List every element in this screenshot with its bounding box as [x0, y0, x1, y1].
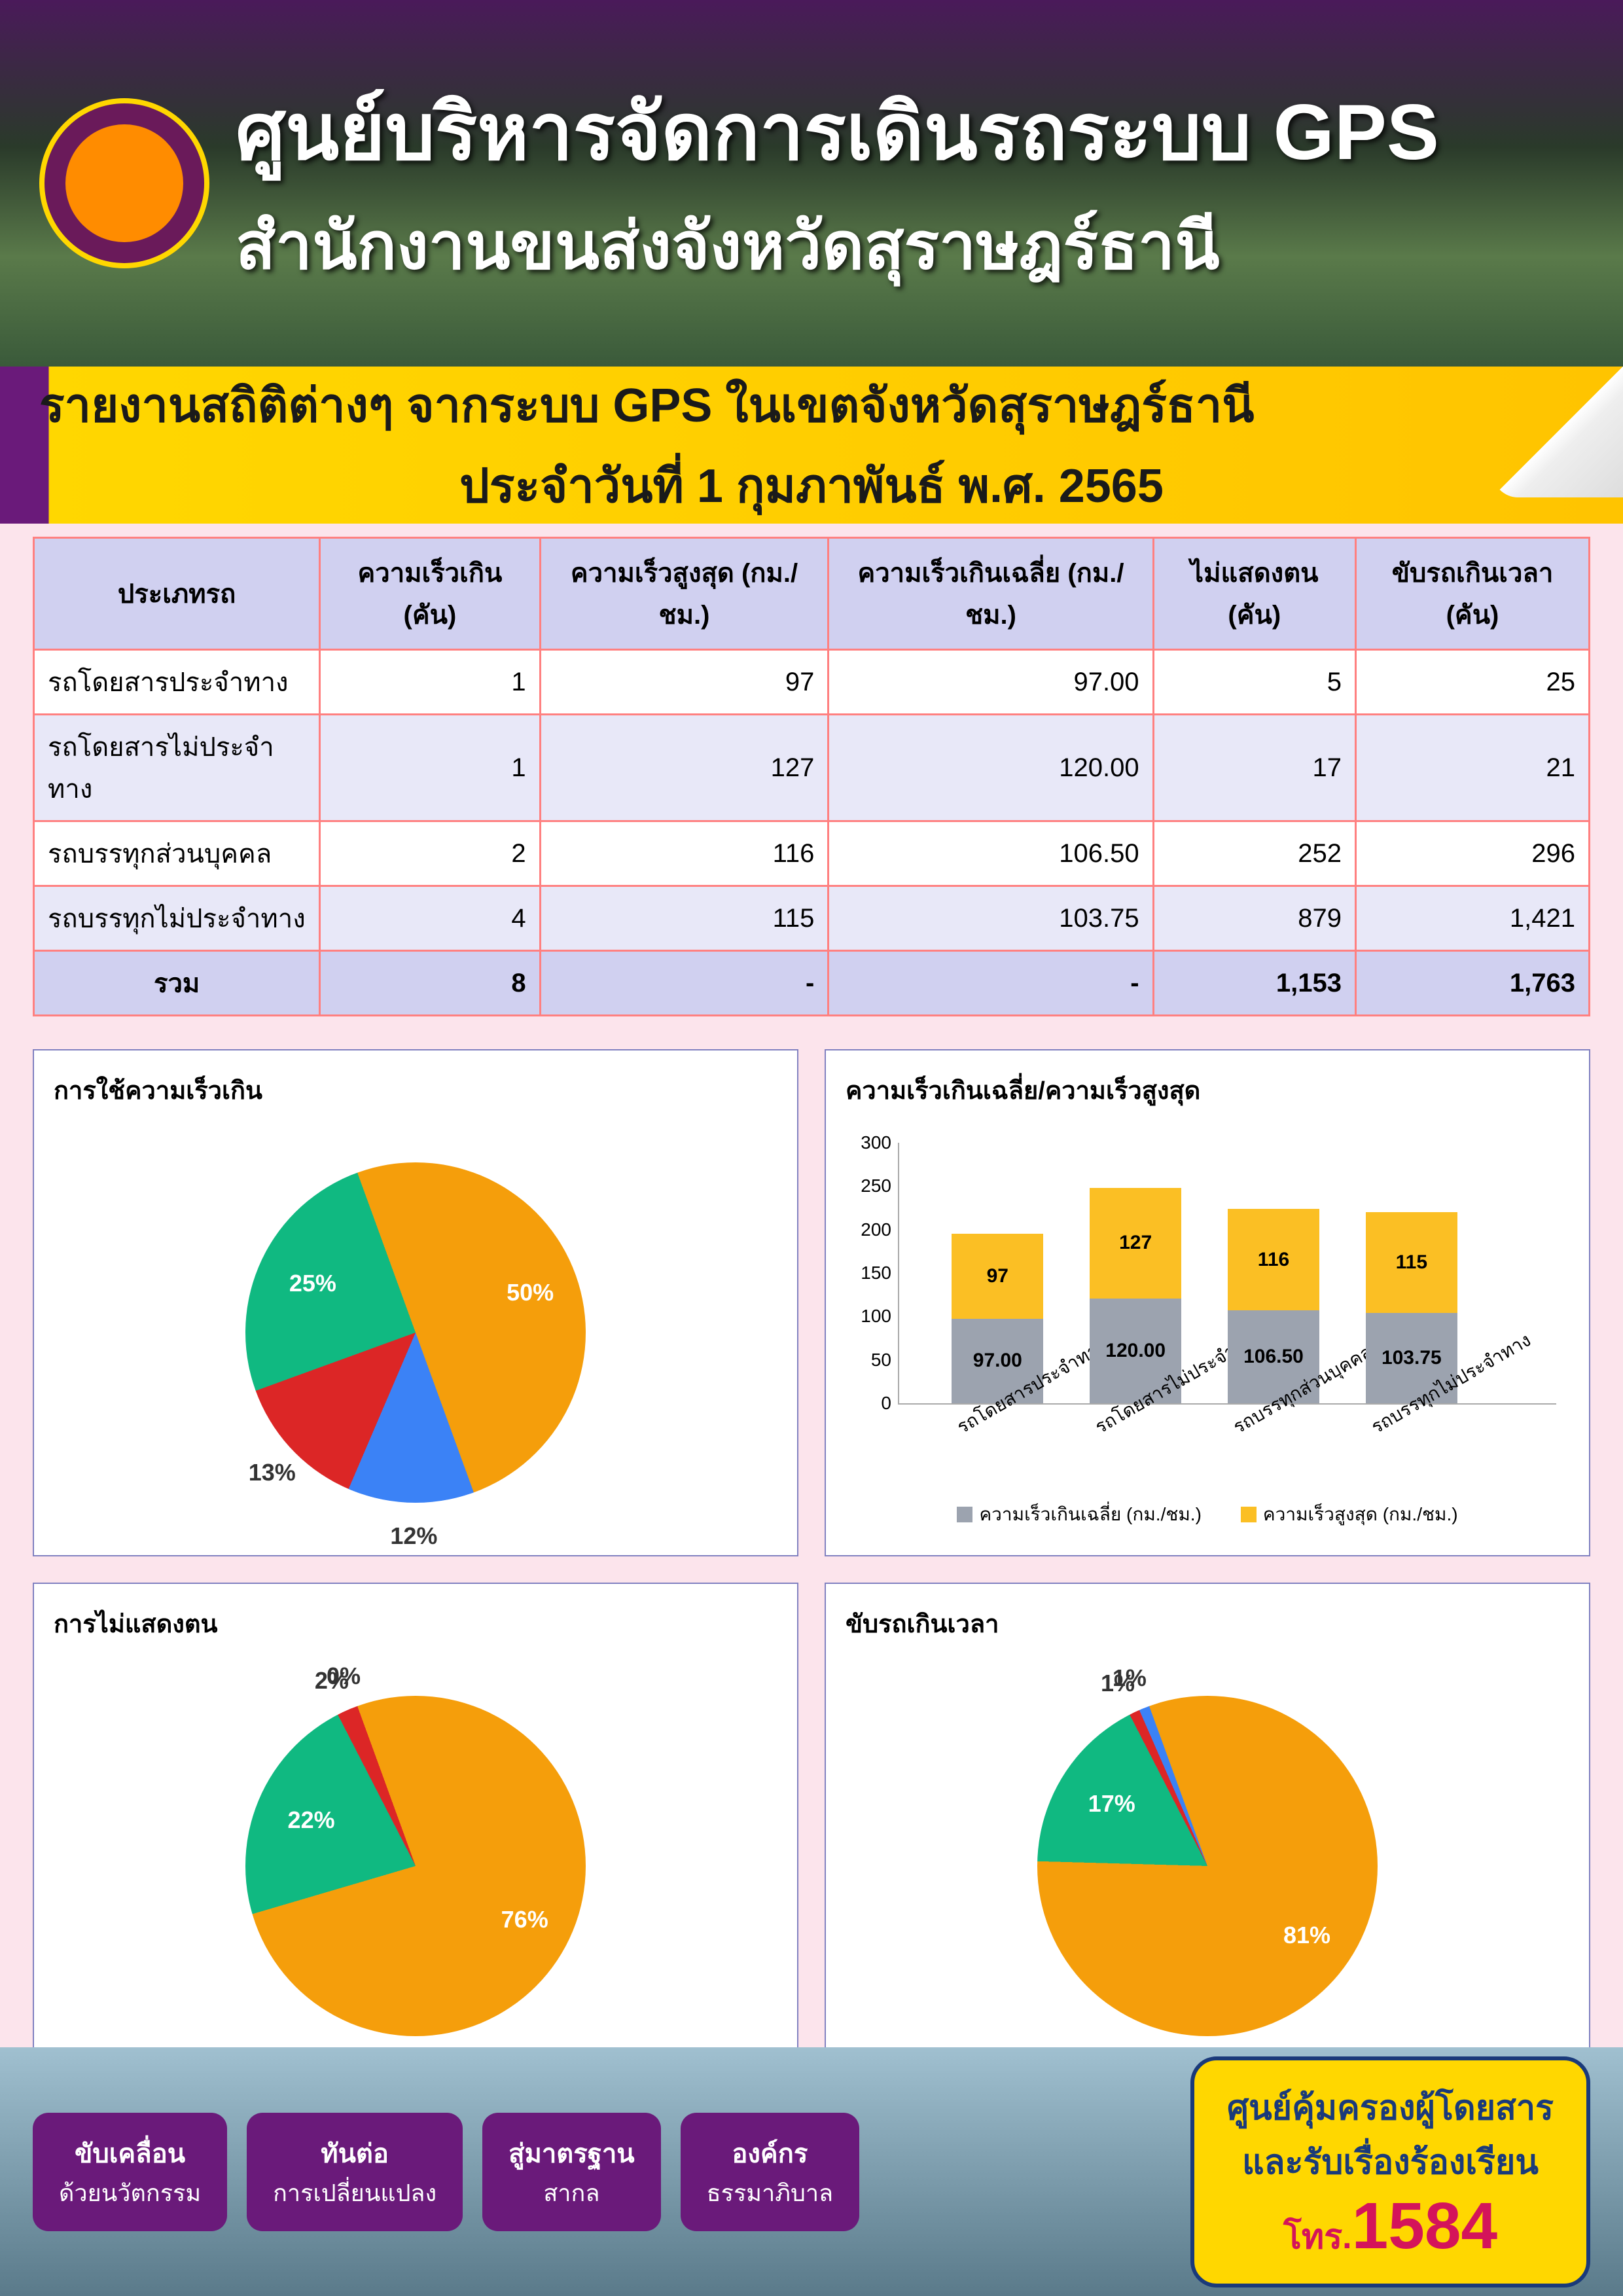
y-tick: 300: [861, 1132, 899, 1153]
pie-slice-label: 25%: [289, 1270, 336, 1297]
cell: 1: [320, 715, 540, 821]
cell: 17: [1153, 715, 1355, 821]
y-tick: 0: [881, 1393, 899, 1414]
pie-slice-label: 13%: [249, 1459, 296, 1486]
total-cell: 8: [320, 951, 540, 1016]
cell: รถโดยสารประจำทาง: [34, 650, 320, 715]
bar-seg: 97: [952, 1234, 1043, 1318]
pie-slice-label: 0%: [327, 1662, 361, 1690]
pie-slice-label: 17%: [1088, 1790, 1135, 1818]
logo-seal: [39, 98, 209, 268]
footer-pill: สู่มาตรฐานสากล: [482, 2113, 661, 2231]
pie-slice-label: 76%: [501, 1906, 548, 1933]
cell: 97.00: [829, 650, 1153, 715]
cell: 1,421: [1355, 886, 1589, 951]
footer-pill: ขับเคลื่อนด้วยนวัตกรรม: [33, 2113, 227, 2231]
col-header: ไม่แสดงตน (คัน): [1153, 538, 1355, 650]
cell: 4: [320, 886, 540, 951]
col-header: ประเภทรถ: [34, 538, 320, 650]
header-subtitle: สำนักงานขนส่งจังหวัดสุราษฎร์ธานี: [236, 194, 1439, 298]
col-header: ความเร็วสูงสุด (กม./ชม.): [540, 538, 829, 650]
total-cell: 1,153: [1153, 951, 1355, 1016]
pie-chart-noshow: การไม่แสดงตน 76%22%2%0%: [33, 1583, 798, 2090]
y-tick: 150: [861, 1263, 899, 1283]
bar-seg: 116: [1228, 1209, 1319, 1310]
chart-title: การใช้ความเร็วเกิน: [54, 1070, 777, 1110]
hotline-l1: ศูนย์คุ้มครองผู้โดยสาร: [1227, 2080, 1554, 2134]
bar-chart-speed: ความเร็วเกินเฉลี่ย/ความเร็วสูงสุด 0 50 100…: [825, 1049, 1590, 1556]
cell: 5: [1153, 650, 1355, 715]
stats-table: ประเภทรถความเร็วเกิน (คัน)ความเร็วสูงสุด…: [33, 537, 1590, 1016]
legend-item: ความเร็วสูงสุด (กม./ชม.): [1241, 1500, 1458, 1529]
pie-chart-speed: การใช้ความเร็วเกิน 50% 12% 13% 25%: [33, 1049, 798, 1556]
cell: 116: [540, 821, 829, 886]
header-title: ศูนย์บริหารจัดการเดินรถระบบ GPS: [236, 69, 1439, 194]
cell: รถบรรทุกไม่ประจำทาง: [34, 886, 320, 951]
pie-slice-label: 12%: [390, 1522, 437, 1550]
hotline-l2: และรับเรื่องร้องเรียน: [1227, 2134, 1554, 2189]
total-cell: รวม: [34, 951, 320, 1016]
col-header: ความเร็วเกินเฉลี่ย (กม./ชม.): [829, 538, 1153, 650]
footer: ขับเคลื่อนด้วยนวัตกรรมทันต่อการเปลี่ยนแป…: [0, 2047, 1623, 2296]
page-curl-icon: [1492, 367, 1623, 497]
pie-slice-label: 1%: [1113, 1664, 1147, 1692]
footer-pill: องค์กรธรรมาภิบาล: [681, 2113, 859, 2231]
cell: 2: [320, 821, 540, 886]
total-cell: -: [829, 951, 1153, 1016]
hotline-number: 1584: [1352, 2189, 1497, 2263]
cell: รถบรรทุกส่วนบุคคล: [34, 821, 320, 886]
cell: รถโดยสารไม่ประจำทาง: [34, 715, 320, 821]
cell: 21: [1355, 715, 1589, 821]
hotline-prefix: โทร.: [1283, 2218, 1352, 2256]
cell: 252: [1153, 821, 1355, 886]
cell: 103.75: [829, 886, 1153, 951]
cell: 296: [1355, 821, 1589, 886]
pie-slice-label: 50%: [507, 1279, 554, 1306]
cell: 879: [1153, 886, 1355, 951]
chart-title: การไม่แสดงตน: [54, 1604, 777, 1643]
banner-line1: รายงานสถิติต่างๆ จากระบบ GPS ในเขตจังหวั…: [39, 367, 1584, 442]
cell: 97: [540, 650, 829, 715]
hotline-box: ศูนย์คุ้มครองผู้โดยสาร และรับเรื่องร้องเ…: [1190, 2056, 1590, 2287]
bar-seg: 127: [1090, 1188, 1181, 1299]
report-banner: รายงานสถิติต่างๆ จากระบบ GPS ในเขตจังหวั…: [0, 367, 1623, 524]
cell: 106.50: [829, 821, 1153, 886]
col-header: ขับรถเกินเวลา (คัน): [1355, 538, 1589, 650]
bar-seg: 115: [1366, 1212, 1457, 1312]
footer-pill: ทันต่อการเปลี่ยนแปลง: [247, 2113, 463, 2231]
y-tick: 200: [861, 1219, 899, 1240]
pie-slice-label: 22%: [288, 1806, 335, 1834]
col-header: ความเร็วเกิน (คัน): [320, 538, 540, 650]
cell: 115: [540, 886, 829, 951]
total-cell: -: [540, 951, 829, 1016]
cell: 25: [1355, 650, 1589, 715]
banner-line2: ประจำวันที่ 1 กุมภาพันธ์ พ.ศ. 2565: [39, 448, 1584, 523]
chart-title: ความเร็วเกินเฉลี่ย/ความเร็วสูงสุด: [846, 1070, 1569, 1110]
y-tick: 250: [861, 1175, 899, 1196]
legend-item: ความเร็วเกินเฉลี่ย (กม./ชม.): [957, 1500, 1201, 1529]
chart-title: ขับรถเกินเวลา: [846, 1604, 1569, 1643]
pie-chart-overtime: ขับรถเกินเวลา 81%17%1%1%: [825, 1583, 1590, 2090]
y-tick: 50: [871, 1350, 899, 1371]
cell: 1: [320, 650, 540, 715]
total-cell: 1,763: [1355, 951, 1589, 1016]
header: ศูนย์บริหารจัดการเดินรถระบบ GPS สำนักงาน…: [0, 0, 1623, 367]
cell: 127: [540, 715, 829, 821]
cell: 120.00: [829, 715, 1153, 821]
y-tick: 100: [861, 1306, 899, 1327]
pie-slice-label: 81%: [1283, 1922, 1330, 1949]
